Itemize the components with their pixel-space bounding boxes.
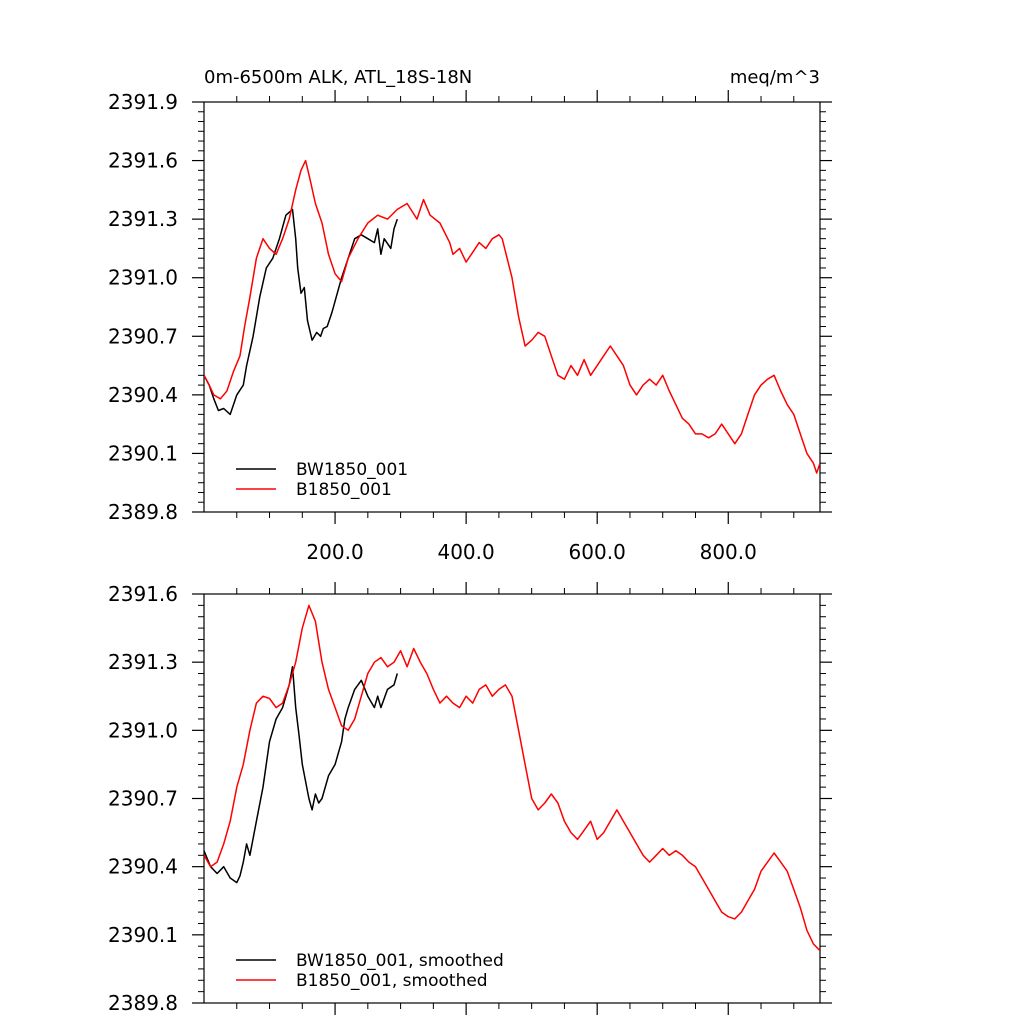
y-tick-label: 2390.1: [108, 923, 178, 947]
chart-units: meq/m^3: [730, 67, 820, 88]
y-tick-label: 2391.3: [108, 207, 178, 231]
plot-frame: [203, 101, 821, 513]
y-tick-label: 2390.1: [108, 441, 178, 465]
y-tick-label: 2390.7: [108, 787, 178, 811]
series-line-b1850-001: [204, 604, 820, 952]
y-tick-label: 2389.8: [108, 500, 178, 524]
series-line-b1850-001: [204, 159, 820, 474]
x-tick-label: 400.0: [437, 540, 494, 564]
y-tick-label: 2391.9: [108, 90, 178, 114]
chart-panel-1: 200.0 400.0 600.0 800.0 2389.8 2390.1 2390.4 23…: [108, 90, 832, 564]
legend-label: B1850_001: [296, 480, 392, 500]
x-tick-label: 200.0: [306, 540, 363, 564]
y-tick-label: 2391.3: [108, 650, 178, 674]
y-tick-label: 2391.0: [108, 718, 178, 742]
series-line-bw1850-001: [204, 208, 399, 416]
chart-panel-2: 2389.8 2390.1 2390.4 2390.7 2391.0 2391.3 2391…: [108, 582, 832, 1015]
y-tick-label: 2391.6: [108, 582, 178, 606]
y-tick-label: 2391.0: [108, 266, 178, 290]
y-tick-label: 2390.4: [108, 855, 178, 879]
legend-label: BW1850_001: [296, 460, 408, 480]
chart-title: 0m-6500m ALK, ATL_18S-18N: [204, 67, 472, 88]
y-tick-label: 2390.4: [108, 383, 178, 407]
legend-label: BW1850_001, smoothed: [296, 951, 504, 971]
y-tick-label: 2391.6: [108, 149, 178, 173]
x-tick-label: 800.0: [700, 540, 757, 564]
legend-label: B1850_001, smoothed: [296, 971, 488, 991]
y-tick-label: 2390.7: [108, 324, 178, 348]
series-line-bw1850-001: [204, 665, 399, 884]
y-tick-label: 2389.8: [108, 991, 178, 1015]
x-tick-label: 600.0: [569, 540, 626, 564]
